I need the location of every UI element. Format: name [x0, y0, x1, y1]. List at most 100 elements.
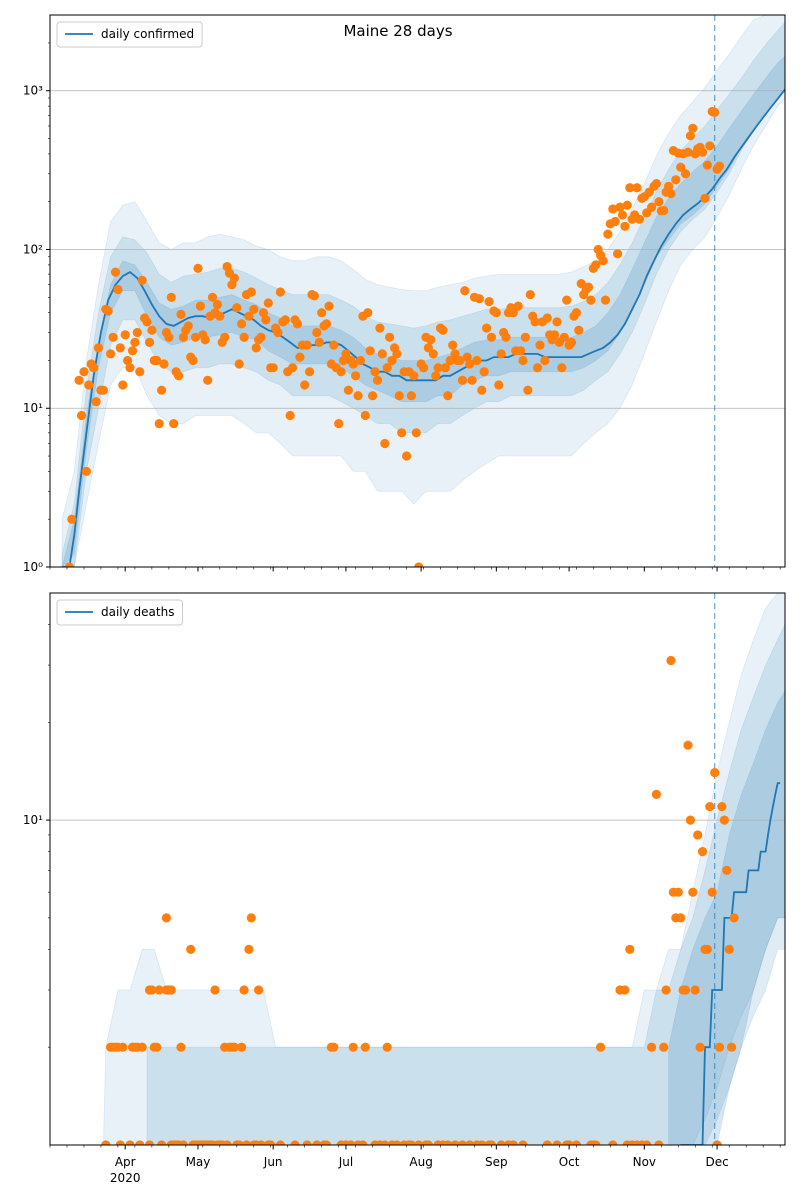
observed-point: [93, 343, 104, 353]
observed-point: [729, 913, 739, 923]
uncertainty-band-outer: [61, 15, 785, 567]
observed-point: [508, 308, 518, 318]
observed-point: [574, 325, 584, 335]
observed-point: [341, 349, 351, 359]
observed-point: [365, 346, 375, 356]
observed-point: [402, 451, 412, 461]
uncertainty-band-outer: [102, 593, 785, 1145]
observed-point: [530, 317, 540, 327]
observed-point: [705, 141, 715, 151]
observed-point: [465, 359, 475, 369]
observed-point: [406, 1140, 416, 1145]
observed-point: [188, 355, 198, 366]
observed-point: [486, 332, 497, 342]
observed-point: [448, 340, 458, 350]
legend-box: [56, 21, 203, 48]
observed-point: [525, 290, 535, 300]
observed-point: [428, 349, 438, 359]
observed-point: [317, 308, 327, 318]
observed-point: [288, 363, 298, 373]
observed-point: [239, 985, 249, 995]
observed-point: [244, 311, 254, 321]
observed-point: [620, 221, 630, 231]
observed-point: [108, 332, 118, 342]
observed-point: [166, 292, 176, 302]
observed-point: [702, 944, 713, 955]
observed-point: [683, 147, 693, 157]
observed-point: [302, 1140, 312, 1145]
observed-point: [385, 332, 395, 342]
observed-point: [690, 985, 700, 995]
x-tick-label: Dec: [705, 1155, 728, 1169]
observed-point: [673, 887, 683, 897]
observed-point: [334, 419, 344, 429]
observed-point: [222, 1140, 232, 1145]
y-tick-label: 10³: [23, 84, 43, 98]
observed-point: [159, 359, 169, 369]
observed-point: [360, 410, 370, 421]
observed-point: [290, 1140, 300, 1145]
observed-point: [634, 214, 645, 224]
observed-point: [688, 887, 698, 897]
legend-label-confirmed: daily confirmed: [101, 27, 194, 41]
observed-point: [494, 380, 504, 390]
observed-point: [98, 385, 108, 395]
observed-point: [123, 355, 133, 366]
observed-point: [246, 913, 256, 923]
observed-point: [622, 200, 632, 210]
observed-point: [613, 249, 623, 259]
observed-point: [632, 183, 642, 193]
confirmed-panel: 10⁰ 10¹ 10² 10³ Maine 28 days daily confirm…: [23, 14, 786, 574]
observed-point: [120, 330, 130, 340]
observed-point: [443, 1140, 453, 1145]
observed-point: [680, 985, 691, 995]
observed-point: [115, 343, 125, 353]
observed-point: [586, 295, 596, 305]
confirmed-plot-frame: [49, 14, 786, 568]
x-tick-label: Jul: [338, 1155, 353, 1169]
observed-point: [583, 282, 594, 292]
observed-point: [540, 355, 550, 366]
observed-point: [460, 286, 470, 296]
observed-point: [617, 210, 628, 220]
observed-point: [625, 944, 635, 955]
observed-point: [676, 913, 686, 923]
x-tick-label: Nov: [633, 1155, 656, 1169]
y-tick-label: 10⁰: [23, 560, 43, 574]
observed-point: [137, 1042, 147, 1052]
observed-point: [212, 299, 222, 310]
observed-point: [351, 371, 361, 381]
observed-point: [343, 385, 353, 395]
observed-point: [455, 355, 465, 366]
observed-point: [183, 321, 193, 331]
x-tick-label: May: [186, 1155, 211, 1169]
observed-point: [118, 1042, 128, 1052]
observed-point: [329, 340, 339, 350]
observed-point: [256, 1140, 266, 1145]
observed-point: [210, 985, 220, 995]
observed-point: [484, 297, 494, 307]
observed-point: [397, 428, 407, 438]
observed-point: [717, 802, 727, 812]
observed-point: [654, 197, 664, 207]
observed-point: [360, 1042, 370, 1052]
observed-point: [550, 330, 560, 340]
observed-point: [651, 179, 662, 189]
observed-point: [234, 1140, 244, 1145]
observed-point: [258, 308, 269, 318]
observed-point: [118, 380, 128, 390]
observed-point: [387, 355, 397, 366]
deaths-uncertainty-bands: [102, 593, 785, 1145]
observed-point: [169, 419, 179, 429]
observed-point: [336, 367, 346, 377]
observed-point: [176, 309, 186, 319]
observed-point: [174, 371, 184, 381]
x-tick-label: Sep: [485, 1155, 508, 1169]
observed-point: [263, 298, 273, 308]
observed-point: [450, 1140, 460, 1145]
observed-point: [135, 367, 145, 377]
observed-point: [368, 391, 378, 401]
observed-point: [268, 363, 278, 373]
observed-point: [486, 1140, 497, 1145]
observed-point: [705, 802, 715, 812]
